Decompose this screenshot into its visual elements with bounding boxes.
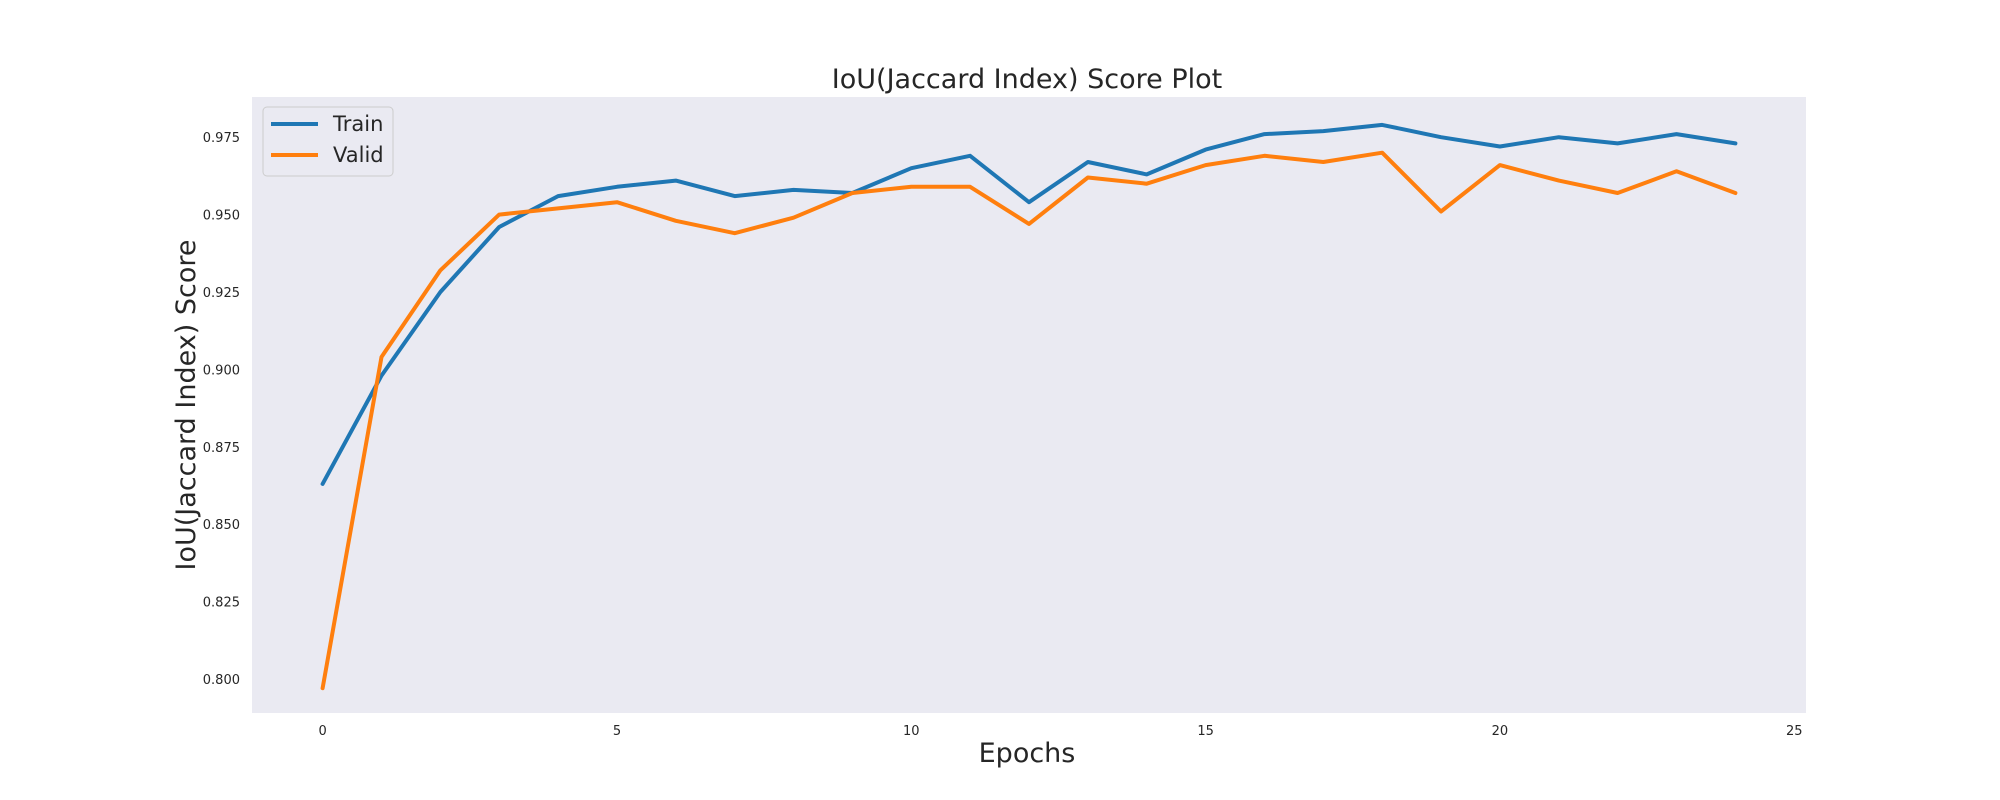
- x-tick-label: 5: [613, 724, 621, 739]
- x-tick-label: 20: [1492, 724, 1509, 739]
- y-tick-label: 0.850: [203, 518, 240, 533]
- series-group: [320, 122, 1738, 691]
- legend-label-train: Train: [332, 112, 383, 136]
- y-tick-label: 0.925: [203, 286, 240, 301]
- legend: Train Valid: [262, 106, 394, 177]
- x-axis-label: Epochs: [979, 738, 1076, 769]
- y-tick-label: 0.900: [203, 363, 240, 378]
- y-tick-label: 0.875: [203, 441, 240, 456]
- y-tick-label: 0.800: [203, 673, 240, 688]
- x-tick-label: 10: [903, 724, 920, 739]
- x-axis: 0 5 10 15 20 25: [318, 724, 1802, 739]
- y-axis: 0.800 0.825 0.850 0.875 0.900 0.925 0.950 0.975: [203, 131, 240, 688]
- chart-title: IoU(Jaccard Index) Score Plot: [832, 64, 1222, 95]
- series-line-valid: [320, 150, 1738, 691]
- legend-label-valid: Valid: [333, 143, 384, 167]
- x-tick-label: 0: [318, 724, 326, 739]
- y-tick-label: 0.950: [203, 209, 240, 224]
- y-axis-label: IoU(Jaccard Index) Score: [171, 240, 202, 571]
- y-tick-label: 0.975: [203, 131, 240, 146]
- x-tick-label: 25: [1786, 724, 1803, 739]
- y-tick-label: 0.825: [203, 596, 240, 611]
- plot-area: [252, 97, 1806, 713]
- series-line-train: [320, 122, 1738, 486]
- x-tick-label: 15: [1197, 724, 1214, 739]
